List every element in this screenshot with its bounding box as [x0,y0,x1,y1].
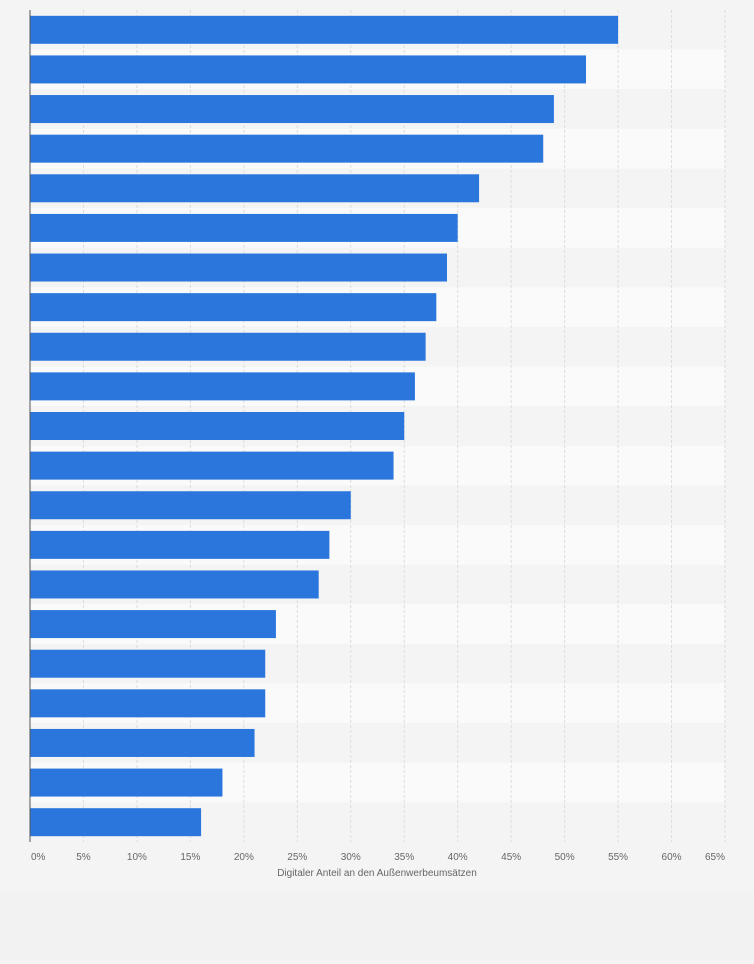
bar [30,412,405,440]
x-tick-label: 45% [501,852,521,863]
bar [30,55,586,84]
bar [30,491,351,520]
bar [30,134,544,163]
x-tick-label: 35% [394,852,414,863]
x-tick-label: 5% [76,852,91,863]
x-tick-label: 55% [608,852,628,863]
x-tick-label: 50% [555,852,575,863]
x-tick-label: 65% [705,852,725,863]
bar [30,570,319,599]
bar [30,451,394,480]
bar [30,95,554,124]
x-tick-label: 20% [234,852,254,863]
bar [30,15,619,44]
bar [30,530,330,559]
bar [30,253,447,282]
bar [30,372,415,401]
bar [30,808,202,837]
footer-area [0,893,754,959]
x-tick-label: 25% [287,852,307,863]
bar [30,610,276,639]
bar [30,649,266,678]
x-axis-title: Digitaler Anteil an den Außenwerbeumsätz… [277,868,477,879]
bar [30,213,458,242]
x-tick-label: 40% [448,852,468,863]
x-tick-label: 0% [31,852,46,863]
x-tick-label: 30% [341,852,361,863]
x-tick-label: 15% [180,852,200,863]
bar [30,293,437,322]
bar [30,728,255,757]
bar [30,689,266,718]
x-tick-label: 10% [127,852,147,863]
bar [30,174,480,203]
bar [30,768,223,797]
bar [30,332,426,361]
x-tick-label: 60% [662,852,682,863]
